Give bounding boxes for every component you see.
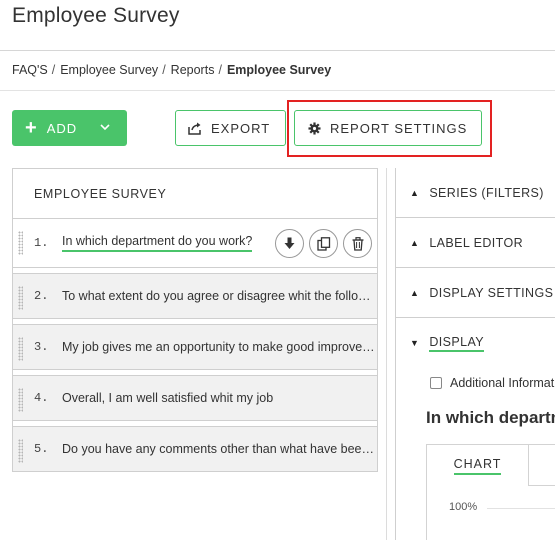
question-row[interactable]: 2. To what extent do you agree or disagr… xyxy=(13,273,377,319)
tab-chart-label: CHART xyxy=(453,457,502,475)
additional-information-option[interactable]: Additional Information xyxy=(430,376,555,390)
page-title: Employee Survey xyxy=(12,4,180,27)
question-number: 3. xyxy=(34,340,49,354)
question-number: 1. xyxy=(34,236,49,250)
header-divider xyxy=(0,50,555,51)
section-label-editor[interactable]: ▲ LABEL EDITOR xyxy=(396,218,555,268)
breadcrumb-divider xyxy=(0,90,555,91)
additional-information-label: Additional Information xyxy=(450,376,555,390)
breadcrumb: FAQ'S / Employee Survey / Reports / Employee S… xyxy=(12,63,331,77)
settings-panel: ▲ SERIES (FILTERS) ▲ LABEL EDITOR ▲ DISP… xyxy=(395,168,555,540)
breadcrumb-item-current: Employee Survey xyxy=(226,63,332,77)
section-series-filters[interactable]: ▲ SERIES (FILTERS) xyxy=(396,168,555,218)
breadcrumb-separator: / xyxy=(218,63,222,77)
export-button[interactable]: EXPORT xyxy=(175,110,286,146)
survey-questions-panel: EMPLOYEE SURVEY 1. In which department d… xyxy=(12,168,378,472)
drag-handle-icon[interactable] xyxy=(18,231,23,255)
panel-splitter[interactable] xyxy=(386,168,387,540)
section-label: DISPLAY xyxy=(429,335,484,352)
question-text[interactable]: My job gives me an opportunity to make g… xyxy=(62,340,377,354)
axis-tick-label: 100% xyxy=(449,501,478,513)
copy-icon xyxy=(316,236,330,251)
download-button[interactable] xyxy=(275,229,304,258)
share-icon xyxy=(188,122,201,135)
question-number: 4. xyxy=(34,391,49,405)
chevron-down-icon[interactable] xyxy=(99,120,111,134)
plus-icon: + xyxy=(25,117,38,139)
question-text[interactable]: In which department do you work? xyxy=(62,234,253,252)
question-row[interactable]: 4. Overall, I am well satisfied whit my … xyxy=(13,375,377,421)
chart-gridline xyxy=(487,508,555,509)
export-button-label: EXPORT xyxy=(211,120,271,136)
question-number: 5. xyxy=(34,442,49,456)
add-button-label: ADD xyxy=(46,120,78,136)
question-heading: In which department do you work? xyxy=(426,408,555,427)
section-label: SERIES (FILTERS) xyxy=(429,185,544,200)
drag-handle-icon[interactable] xyxy=(18,286,23,310)
breadcrumb-separator: / xyxy=(162,63,166,77)
question-row[interactable]: 5. Do you have any comments other than w… xyxy=(13,426,377,472)
question-row[interactable]: 1. In which department do you work? xyxy=(13,219,377,268)
triangle-down-icon: ▼ xyxy=(410,338,420,348)
breadcrumb-item-faqs[interactable]: FAQ'S xyxy=(12,63,48,77)
highlight-box xyxy=(287,100,492,157)
survey-panel-title: EMPLOYEE SURVEY xyxy=(13,169,377,219)
question-text[interactable]: Do you have any comments other than what… xyxy=(62,442,377,456)
breadcrumb-item-employee-survey[interactable]: Employee Survey xyxy=(60,63,159,77)
tab-bar: CHART xyxy=(427,445,555,486)
triangle-up-icon: ▲ xyxy=(410,187,420,198)
additional-information-checkbox[interactable] xyxy=(430,377,442,389)
breadcrumb-separator: / xyxy=(51,63,56,77)
section-label: DISPLAY SETTINGS xyxy=(429,285,554,300)
drag-handle-icon[interactable] xyxy=(18,439,23,463)
tab-chart[interactable]: CHART xyxy=(427,445,529,486)
section-label: LABEL EDITOR xyxy=(429,235,524,250)
add-button[interactable]: + ADD xyxy=(12,110,127,146)
copy-button[interactable] xyxy=(309,229,338,258)
report-settings-button[interactable]: REPORT SETTINGS xyxy=(294,110,482,146)
question-text[interactable]: To what extent do you agree or disagree … xyxy=(62,289,377,303)
chart-preview: CHART 100% xyxy=(426,444,555,540)
report-settings-button-label: REPORT SETTINGS xyxy=(330,120,468,136)
drag-handle-icon[interactable] xyxy=(18,388,23,412)
download-icon xyxy=(284,237,295,249)
question-text[interactable]: Overall, I am well satisfied whit my job xyxy=(62,391,274,405)
trash-icon xyxy=(352,236,363,251)
triangle-up-icon: ▲ xyxy=(410,287,420,298)
breadcrumb-item-reports[interactable]: Reports xyxy=(170,63,215,77)
gear-icon xyxy=(308,121,321,135)
delete-button[interactable] xyxy=(343,229,372,258)
question-number: 2. xyxy=(34,289,49,303)
question-row[interactable]: 3. My job gives me an opportunity to mak… xyxy=(13,324,377,370)
section-display-settings[interactable]: ▲ DISPLAY SETTINGS xyxy=(396,268,555,318)
section-display[interactable]: ▼ DISPLAY xyxy=(396,318,555,368)
triangle-up-icon: ▲ xyxy=(410,237,420,248)
question-row-actions xyxy=(275,229,372,258)
drag-handle-icon[interactable] xyxy=(18,337,23,361)
